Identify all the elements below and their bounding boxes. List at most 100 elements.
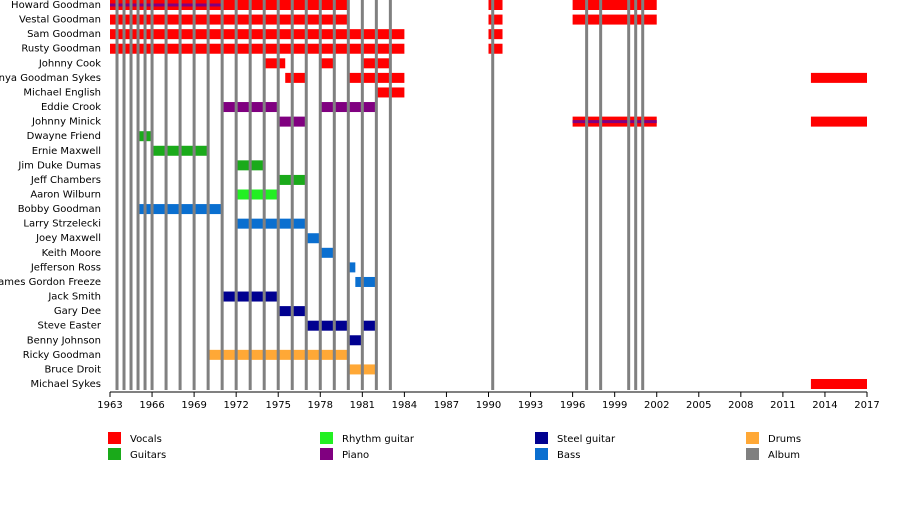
album-line [491, 0, 495, 390]
member-name: Eddie Crook [41, 102, 101, 113]
legend-swatch [746, 448, 759, 460]
period-bar [488, 29, 503, 40]
album-line [262, 0, 266, 390]
legend-label: Piano [342, 450, 369, 461]
x-tick-label: 2017 [854, 400, 879, 411]
x-tick-label: 1984 [392, 400, 417, 411]
legend-swatch [320, 448, 333, 460]
album-line [332, 0, 336, 390]
album-line [304, 0, 308, 390]
period-bar [810, 72, 867, 83]
legend-label: Bass [557, 450, 580, 461]
x-tick-label: 1999 [602, 400, 627, 411]
x-tick-label: 1972 [223, 400, 248, 411]
member-name: Steve Easter [37, 321, 101, 332]
album-line [346, 0, 350, 390]
album-line [248, 0, 252, 390]
album-line [276, 0, 280, 390]
album-line [627, 0, 631, 390]
legend-label: Steel guitar [557, 434, 616, 445]
x-tick-label: 1978 [308, 400, 333, 411]
member-name: Jim Duke Dumas [17, 160, 101, 171]
album-line [360, 0, 364, 390]
legend-label: Album [768, 450, 800, 461]
legend-label: Rhythm guitar [342, 434, 415, 445]
x-tick-label: 1987 [434, 400, 459, 411]
member-name: Aaron Wilburn [30, 190, 101, 201]
period-bar [572, 14, 657, 25]
member-name: Michael Sykes [30, 379, 101, 390]
period-bar [810, 379, 867, 389]
album-line [115, 0, 119, 390]
album-line [136, 0, 140, 390]
member-name: Joey Maxwell [35, 233, 101, 244]
x-tick-label: 1981 [350, 400, 375, 411]
member-name: Ernie Maxwell [32, 146, 101, 157]
album-line [641, 0, 645, 390]
member-name: Jefferson Ross [30, 262, 101, 273]
album-line [206, 0, 210, 390]
album-line [129, 0, 133, 390]
period-bar [348, 262, 356, 273]
album-line [388, 0, 392, 390]
member-name: Vestal Goodman [19, 15, 101, 26]
member-name: Michael English [23, 87, 101, 98]
member-name: Keith Moore [42, 248, 101, 259]
period-bar [285, 72, 307, 83]
x-tick-label: 2011 [770, 400, 795, 411]
period-bar [348, 335, 363, 346]
x-tick-label: 1993 [518, 400, 543, 411]
x-tick-label: 1969 [181, 400, 206, 411]
album-line [234, 0, 238, 390]
x-tick-label: 1963 [97, 400, 122, 411]
period-bar [572, 0, 657, 10]
x-tick-label: 2005 [686, 400, 711, 411]
period-bar [355, 276, 377, 287]
member-name: Howard Goodman [11, 0, 101, 11]
legend-label: Drums [768, 434, 801, 445]
period-bar [320, 247, 335, 258]
period-bar [306, 233, 321, 244]
x-tick-label: 2008 [728, 400, 753, 411]
member-name: Tanya Goodman Sykes [0, 73, 101, 84]
x-tick-label: 1996 [560, 400, 585, 411]
member-name: Benny Johnson [27, 335, 101, 346]
member-name: Jeff Chambers [30, 175, 101, 186]
album-line [318, 0, 322, 390]
album-line [634, 0, 638, 390]
period-bar [236, 189, 279, 200]
period-bar [488, 0, 503, 10]
legend-swatch [535, 448, 548, 460]
album-line [122, 0, 126, 390]
period-bar [306, 320, 349, 331]
period-bar [110, 14, 349, 25]
legend-swatch [108, 448, 121, 460]
period-bar [264, 58, 286, 69]
member-name: Jack Smith [47, 292, 101, 303]
album-line [585, 0, 589, 390]
member-name: Ricky Goodman [23, 350, 101, 361]
legend-label: Vocals [130, 434, 162, 445]
legend-swatch [108, 432, 121, 444]
period-bar [110, 29, 405, 40]
legend-swatch [535, 432, 548, 444]
album-line [143, 0, 147, 390]
album-line [599, 0, 603, 390]
album-line [178, 0, 182, 390]
period-bar [810, 116, 867, 127]
secondary-line [572, 120, 657, 124]
album-line [374, 0, 378, 390]
x-tick-label: 1990 [476, 400, 501, 411]
member-name: Larry Strzelecki [23, 219, 101, 230]
member-name: Rusty Goodman [21, 44, 101, 55]
period-bar [110, 0, 349, 10]
member-name: Gary Dee [54, 306, 101, 317]
period-bar [488, 14, 503, 25]
member-name: Johnny Cook [38, 58, 101, 69]
album-line [220, 0, 224, 390]
period-bar [362, 320, 377, 331]
x-tick-label: 2002 [644, 400, 669, 411]
x-tick-label: 2014 [812, 400, 837, 411]
album-line [192, 0, 196, 390]
